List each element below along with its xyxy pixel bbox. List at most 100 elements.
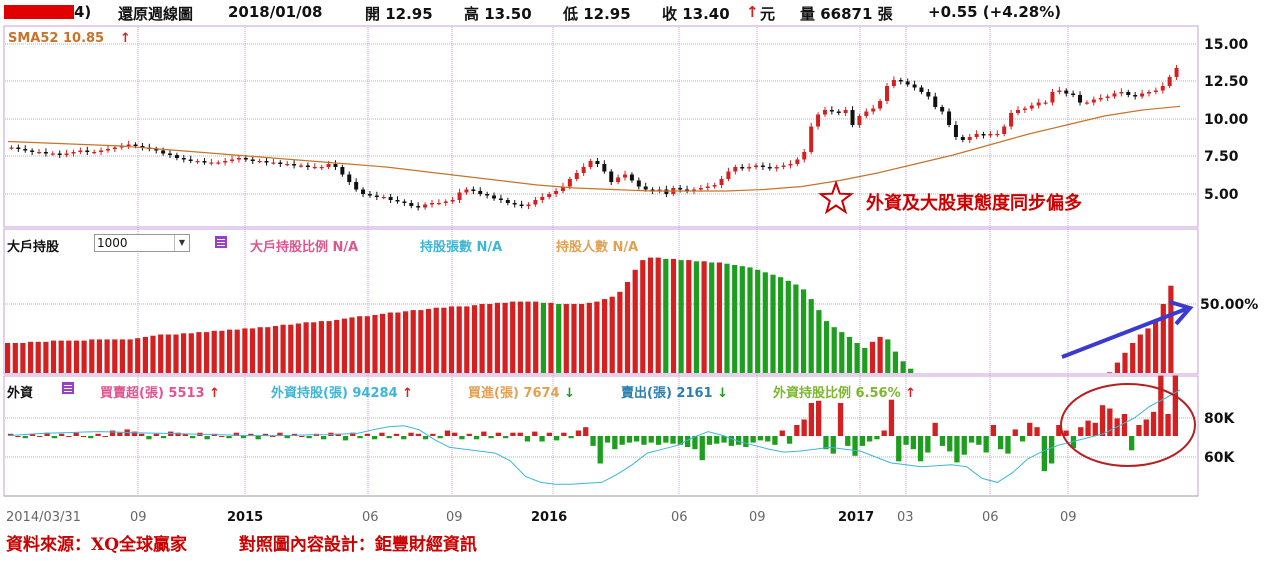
price-candle-body — [492, 195, 497, 199]
foreign-net-bar — [786, 436, 793, 444]
foreign-net-bar — [823, 436, 829, 450]
foreign-net-bar — [677, 436, 683, 445]
price-candle-body — [409, 203, 414, 206]
holding-bar — [846, 336, 853, 373]
price-candle-body — [1140, 93, 1145, 97]
holding-bar — [272, 326, 279, 373]
foreign-legend-net: 買賣超(張) 5513 ↑ — [100, 386, 221, 401]
x-tick-label: 09 — [446, 510, 463, 525]
price-candle-body — [574, 173, 579, 179]
holding-bar — [303, 322, 309, 373]
foreign-legend-ratio: 外資持股比例 6.56% ↑ — [773, 386, 917, 401]
header-close-unit: 元 — [760, 5, 776, 23]
foreign-net-bar — [837, 403, 844, 436]
holding-bar — [701, 261, 707, 373]
price-candle-body — [691, 189, 696, 191]
price-candle-body — [429, 203, 434, 205]
holding-bar — [219, 330, 225, 373]
price-candle-body — [754, 165, 759, 167]
price-ytick-5: 5.00 — [1204, 187, 1239, 203]
price-candle-body — [1002, 126, 1007, 134]
foreign-net-bar — [379, 432, 385, 436]
foreign-net-bar — [226, 436, 232, 439]
star-annotation-text: 外資及大股東態度同步偏多 — [866, 192, 1082, 214]
foreign-net-bar — [153, 433, 159, 436]
holding-bar — [471, 305, 478, 373]
holding-bar — [839, 332, 845, 373]
holding-bar — [801, 289, 807, 373]
price-candle-body — [533, 200, 538, 205]
foreign-net-bar — [888, 399, 895, 436]
foreign-net-bar — [655, 436, 662, 445]
sma-legend: SMA52 10.85 — [8, 31, 104, 46]
holding-bar — [831, 327, 837, 373]
holding-bar — [647, 257, 654, 373]
holding-bar — [387, 312, 393, 373]
price-candle-body — [140, 146, 145, 148]
holding-bar — [854, 343, 860, 373]
price-candle-body — [374, 195, 379, 197]
holding-threshold-select[interactable]: 1000 ▼ — [94, 234, 190, 252]
price-candle-body — [236, 158, 241, 160]
price-candle-body — [1050, 92, 1055, 103]
foreign-net-bar — [459, 436, 465, 440]
holding-settings-button[interactable] — [215, 236, 227, 251]
foreign-net-bar — [597, 436, 603, 464]
foreign-net-bar — [219, 436, 225, 437]
holding-bar — [280, 324, 286, 373]
holding-bar — [349, 317, 355, 373]
foreign-net-bar — [415, 433, 421, 436]
foreign-net-bar — [685, 436, 691, 447]
holding-bar — [510, 301, 516, 373]
holding-bar — [571, 304, 577, 373]
price-candle-body — [216, 162, 221, 164]
price-candle-body — [871, 108, 876, 112]
foreign-net-bar — [51, 436, 57, 439]
foreign-net-bar — [706, 436, 713, 445]
holding-bar — [464, 306, 470, 373]
holding-bar — [242, 328, 248, 373]
chevron-down-icon[interactable]: ▼ — [174, 235, 189, 251]
foreign-net-bar — [37, 436, 43, 437]
star-icon — [817, 180, 855, 215]
foreign-net-bar — [386, 436, 392, 439]
holding-bar — [762, 272, 768, 373]
price-candle-body — [926, 92, 931, 97]
holding-bar — [456, 306, 462, 373]
price-candle-body — [547, 194, 552, 197]
price-candle-body — [540, 197, 545, 200]
holding-bar — [135, 338, 141, 373]
price-candle-body — [988, 134, 993, 136]
price-candle-body — [953, 125, 958, 137]
holding-bar — [58, 340, 64, 373]
price-candle-body — [354, 182, 359, 190]
header-date: 2018/01/08 — [228, 3, 323, 21]
holding-bar — [663, 258, 669, 373]
holding-bar — [747, 267, 753, 373]
foreign-settings-button[interactable] — [62, 382, 74, 397]
holding-bar — [211, 330, 217, 373]
header-bar: 4) 還原週線圖 2018/01/08 開 12.95 高 13.50 低 12… — [0, 0, 1268, 26]
price-candle-body — [367, 194, 372, 196]
price-candle-body — [947, 111, 952, 125]
holding-bar — [104, 339, 110, 373]
x-tick-label: 2015 — [227, 510, 263, 525]
foreign-net-bar — [881, 430, 887, 436]
holding-bar — [1137, 334, 1143, 373]
price-candle-body — [154, 149, 159, 151]
holding-bar — [73, 340, 80, 373]
price-candle-body — [664, 189, 669, 194]
holding-bar — [1145, 328, 1151, 373]
price-candle-body — [802, 152, 807, 160]
foreign-net-bar — [816, 400, 822, 436]
foreign-net-bar — [277, 432, 283, 436]
holding-bar — [318, 321, 324, 373]
foreign-net-bar — [430, 433, 436, 436]
price-candle-body — [271, 162, 276, 164]
holding-bar — [227, 329, 233, 373]
foreign-net-bar — [939, 436, 946, 446]
price-candle-body — [685, 189, 690, 191]
price-candle-body — [836, 111, 841, 113]
price-candle-body — [878, 101, 883, 109]
price-candle-body — [402, 201, 407, 203]
